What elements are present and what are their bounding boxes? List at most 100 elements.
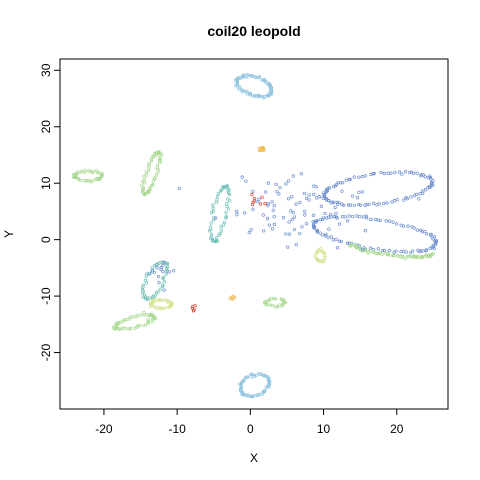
- data-point: [410, 225, 414, 229]
- data-point: [348, 244, 353, 248]
- x-tick-label: 20: [390, 422, 404, 436]
- data-point: [318, 231, 323, 235]
- data-point: [148, 296, 152, 300]
- data-point: [340, 215, 345, 219]
- data-point: [266, 81, 271, 85]
- data-point: [136, 313, 140, 317]
- data-point: [262, 229, 266, 233]
- data-point: [141, 283, 145, 287]
- data-point: [421, 189, 425, 193]
- data-point: [215, 239, 219, 243]
- data-point: [268, 93, 272, 97]
- data-point: [149, 302, 153, 307]
- data-point: [337, 222, 342, 226]
- data-point: [152, 270, 156, 275]
- data-point: [82, 179, 86, 183]
- data-point: [322, 194, 327, 198]
- data-point: [382, 248, 387, 253]
- data-point: [148, 304, 153, 309]
- data-point: [252, 199, 257, 203]
- data-point: [158, 287, 163, 291]
- data-point: [392, 253, 396, 258]
- data-point: [315, 230, 320, 234]
- data-point: [360, 249, 364, 253]
- data-point: [311, 222, 316, 226]
- data-point: [245, 92, 249, 96]
- data-point: [378, 218, 382, 223]
- data-point: [433, 242, 438, 247]
- data-point: [256, 372, 261, 376]
- x-tick-label: 0: [247, 422, 254, 436]
- data-point: [227, 199, 232, 203]
- data-point: [280, 298, 284, 302]
- data-point: [277, 192, 281, 196]
- data-point: [290, 218, 294, 222]
- data-point: [262, 148, 266, 152]
- data-point: [434, 239, 439, 243]
- x-axis: -20 -10 0 10 20: [95, 409, 404, 436]
- data-point: [369, 172, 373, 177]
- data-point: [266, 201, 270, 206]
- data-point: [376, 247, 380, 251]
- data-point: [272, 222, 277, 227]
- data-point: [113, 327, 117, 331]
- data-point: [143, 295, 148, 299]
- data-point: [286, 197, 291, 201]
- data-point: [266, 203, 270, 208]
- data-point: [115, 327, 119, 331]
- x-tick-label: 10: [317, 422, 331, 436]
- chart-title: coil20 leopold: [207, 23, 300, 39]
- data-point: [431, 252, 435, 256]
- data-point: [128, 315, 133, 319]
- data-point: [228, 296, 232, 300]
- data-point: [325, 216, 329, 220]
- data-point: [245, 73, 249, 77]
- data-point: [327, 186, 332, 190]
- data-point: [250, 375, 254, 379]
- data-point: [408, 254, 412, 259]
- data-point: [352, 203, 356, 208]
- data-point: [335, 246, 340, 250]
- data-point: [380, 248, 385, 253]
- data-point: [280, 304, 284, 308]
- data-point: [286, 245, 290, 249]
- data-point: [257, 75, 261, 80]
- data-point: [265, 303, 269, 307]
- data-point: [337, 239, 342, 243]
- data-point: [357, 202, 361, 207]
- data-point: [377, 202, 381, 206]
- data-point: [261, 213, 265, 217]
- x-tick-label: -20: [95, 422, 113, 436]
- data-point: [250, 192, 254, 197]
- data-point: [262, 300, 267, 304]
- data-point: [278, 185, 282, 190]
- data-point: [165, 261, 170, 266]
- data-point: [393, 171, 397, 175]
- data-point: [312, 192, 316, 197]
- data-point: [97, 171, 101, 175]
- points-layer: [71, 73, 439, 399]
- data-point: [162, 298, 166, 302]
- data-point: [92, 178, 97, 182]
- data-point: [314, 185, 318, 189]
- data-point: [149, 159, 154, 163]
- data-point: [225, 184, 229, 188]
- data-point: [145, 313, 149, 317]
- data-point: [421, 249, 425, 253]
- data-point: [162, 280, 166, 284]
- data-point: [268, 92, 272, 97]
- data-point: [357, 175, 361, 179]
- data-point: [380, 252, 384, 256]
- data-point: [266, 382, 271, 386]
- data-point: [333, 205, 337, 210]
- data-point: [303, 209, 307, 214]
- data-point: [214, 200, 219, 204]
- data-point: [369, 217, 373, 222]
- data-point: [248, 92, 253, 97]
- data-point: [135, 324, 140, 328]
- data-point: [267, 377, 271, 381]
- data-point: [144, 274, 148, 278]
- data-point: [324, 234, 328, 238]
- data-point: [294, 243, 299, 247]
- x-tick-label: -10: [168, 422, 186, 436]
